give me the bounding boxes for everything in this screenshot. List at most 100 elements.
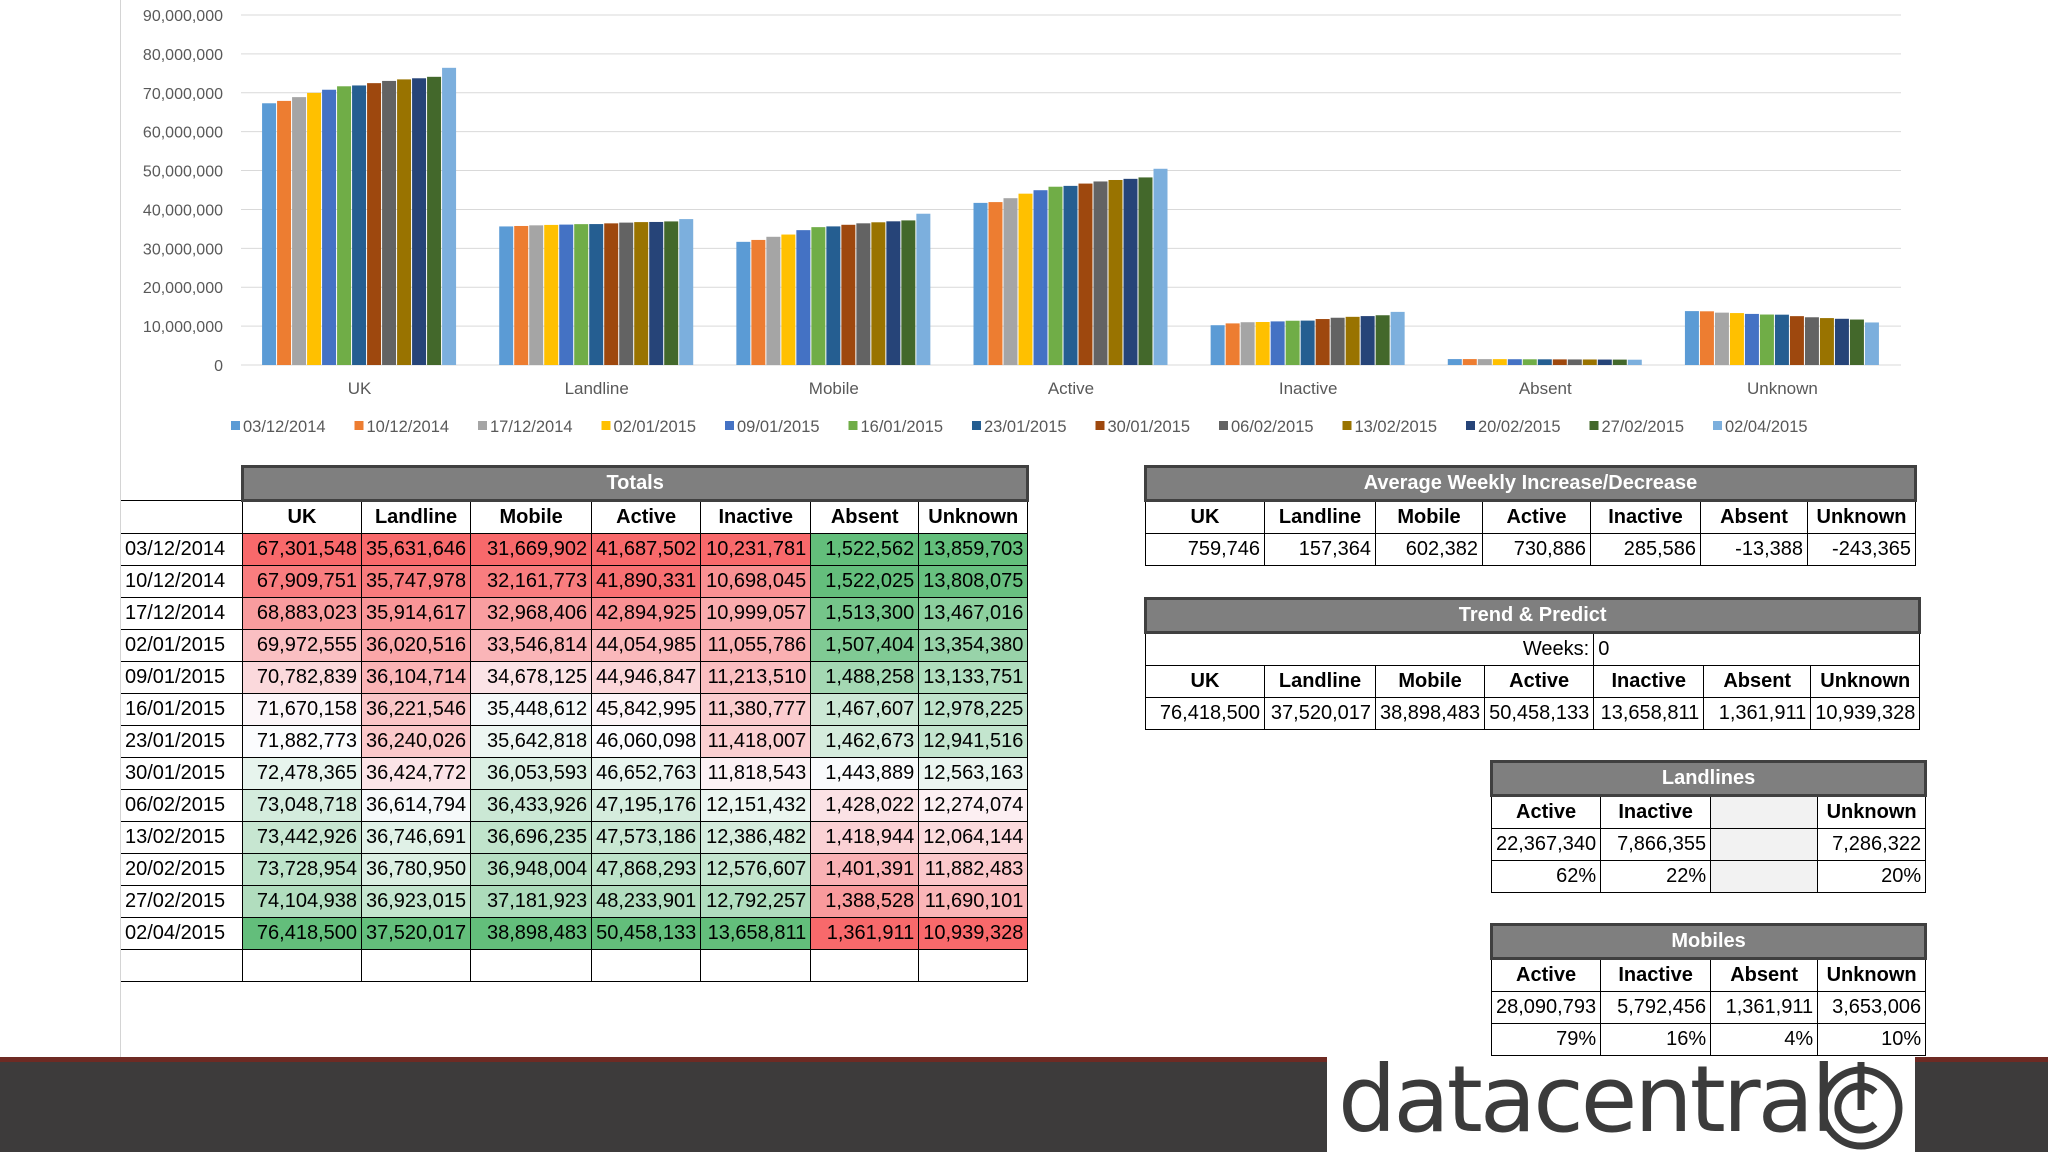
totals-cell-landline: 36,614,794 (360, 789, 472, 822)
totals-row: 03/12/2014 67,301,548 35,631,646 31,669,902… (121, 533, 1029, 566)
avg-header-inactive: Inactive (1590, 500, 1701, 534)
totals-cell-active: 46,060,098 (591, 725, 702, 758)
chart-legend: 03/12/2014 10/12/2014 17/12/2014 02/01/2015… (231, 418, 1808, 436)
bar-landline-2 (529, 225, 544, 365)
totals-cell-uk: 71,670,158 (242, 693, 362, 726)
mobiles-title: Mobiles (1489, 923, 1928, 960)
mob-count-1: 5,792,456 (1600, 991, 1712, 1024)
x-axis-category-labels: UK Landline Mobile Active Inactive Absent Unkn… (348, 379, 1818, 398)
bar-inactive-1 (1225, 323, 1240, 365)
totals-row-date: 16/01/2015 (121, 693, 243, 726)
legend-label: 13/02/2015 (1355, 418, 1438, 436)
y-tick-label: 30,000,000 (143, 241, 223, 258)
trend-header-mobile: Mobile (1374, 665, 1486, 698)
bar-active-1 (988, 202, 1003, 365)
totals-cell-inactive: 11,818,543 (700, 757, 812, 790)
bar-active-2 (1003, 198, 1018, 365)
totals-cell-active: 44,946,847 (591, 661, 702, 694)
totals-cell-unknown: 10,939,328 (918, 917, 1029, 950)
totals-cell-inactive: 11,213,510 (700, 661, 812, 694)
bar-active-10 (1123, 178, 1138, 365)
bar-mobile-6 (826, 226, 841, 365)
legend-swatch (1589, 421, 1599, 430)
bar-landline-6 (589, 224, 604, 365)
totals-row: 02/04/2015 76,418,500 37,520,017 38,898,483… (121, 917, 1029, 950)
bar-uk-10 (412, 78, 427, 365)
empty-cell (591, 949, 702, 982)
land-count-0: 22,367,340 (1490, 828, 1602, 861)
totals-row-date: 02/04/2015 (121, 917, 243, 950)
bar-inactive-12 (1390, 311, 1405, 365)
totals-cell-inactive: 11,418,007 (700, 725, 812, 758)
bar-mobile-12 (916, 213, 931, 365)
legend-label: 10/12/2014 (367, 418, 450, 436)
bar-inactive-10 (1360, 316, 1375, 365)
bar-landline-9 (634, 222, 649, 365)
totals-cell-landline: 36,923,015 (360, 885, 472, 918)
totals-cell-landline: 36,104,714 (360, 661, 472, 694)
landlines-title: Landlines (1489, 760, 1928, 797)
bar-uk-4 (322, 89, 337, 366)
bar-landline-7 (604, 223, 619, 365)
totals-cell-mobile: 32,161,773 (470, 565, 593, 598)
totals-header-active: Active (591, 500, 702, 534)
totals-cell-uk: 67,301,548 (242, 533, 362, 566)
bar-landline-12 (679, 219, 694, 365)
y-tick-label: 50,000,000 (143, 164, 223, 181)
trend-header-active: Active (1484, 665, 1595, 698)
trend-header-inactive: Inactive (1593, 665, 1705, 698)
bar-active-9 (1108, 179, 1123, 365)
spreadsheet-area: 0 10,000,000 20,000,000 30,000,000 40,000,00… (120, 0, 1928, 1057)
bar-inactive-3 (1255, 322, 1270, 365)
bar-uk-3 (307, 92, 322, 365)
avg-header-uk: UK (1145, 500, 1265, 534)
legend-swatch (725, 421, 734, 430)
legend-label: 02/01/2015 (614, 418, 697, 436)
totals-cell-active: 50,458,133 (591, 917, 702, 950)
totals-cell-absent: 1,388,528 (810, 885, 920, 918)
totals-cell-mobile: 35,448,612 (470, 693, 593, 726)
bar-absent-9 (1582, 359, 1597, 365)
totals-cell-mobile: 36,053,593 (470, 757, 593, 790)
totals-cell-uk: 70,782,839 (242, 661, 362, 694)
totals-row: 23/01/2015 71,882,773 36,240,026 35,642,818… (121, 725, 1029, 758)
totals-header-absent: Absent (810, 500, 920, 534)
totals-cell-mobile: 37,181,923 (470, 885, 593, 918)
bar-landline-1 (514, 225, 529, 365)
totals-row: 09/01/2015 70,782,839 36,104,714 34,678,125… (121, 661, 1029, 694)
trend-value-mobile: 38,898,483 (1374, 697, 1486, 730)
totals-header-unknown: Unknown (918, 500, 1029, 534)
totals-cell-unknown: 13,354,380 (918, 629, 1029, 662)
mob-count-3: 3,653,006 (1817, 991, 1927, 1024)
totals-cell-mobile: 38,898,483 (470, 917, 593, 950)
weeks-spacer (1144, 632, 1485, 666)
bar-uk-9 (397, 79, 412, 366)
y-tick-label: 60,000,000 (143, 125, 223, 142)
land-percent-0: 62% (1490, 860, 1602, 893)
legend-swatch (972, 421, 981, 430)
legend-swatch (1342, 421, 1352, 430)
bar-absent-7 (1552, 359, 1567, 365)
mobiles-table: Mobiles Active Inactive Absent Unknown 28,0… (1489, 923, 1928, 1056)
bar-inactive-7 (1315, 319, 1330, 365)
bar-mobile-9 (871, 222, 886, 365)
totals-cell-uk: 72,478,365 (242, 757, 362, 790)
totals-cell-inactive: 10,231,781 (700, 533, 812, 566)
empty-cell (810, 949, 920, 982)
weeks-input[interactable]: 0 (1593, 632, 1921, 666)
legend-swatch (231, 421, 240, 430)
y-tick-label: 0 (214, 358, 223, 375)
trend-value-landline: 37,520,017 (1264, 697, 1376, 730)
bar-mobile-0 (736, 241, 751, 365)
totals-row-date: 17/12/2014 (121, 597, 243, 630)
totals-cell-inactive: 12,151,432 (700, 789, 812, 822)
bar-active-3 (1018, 193, 1033, 365)
totals-cell-unknown: 12,563,163 (918, 757, 1029, 790)
bar-inactive-8 (1330, 317, 1345, 365)
bar-unknown-11 (1849, 319, 1864, 365)
bar-active-12 (1153, 168, 1168, 365)
totals-cell-uk: 68,883,023 (242, 597, 362, 630)
legend-label: 06/02/2015 (1231, 418, 1314, 436)
totals-cell-unknown: 11,882,483 (918, 853, 1029, 886)
totals-cell-absent: 1,443,889 (810, 757, 920, 790)
